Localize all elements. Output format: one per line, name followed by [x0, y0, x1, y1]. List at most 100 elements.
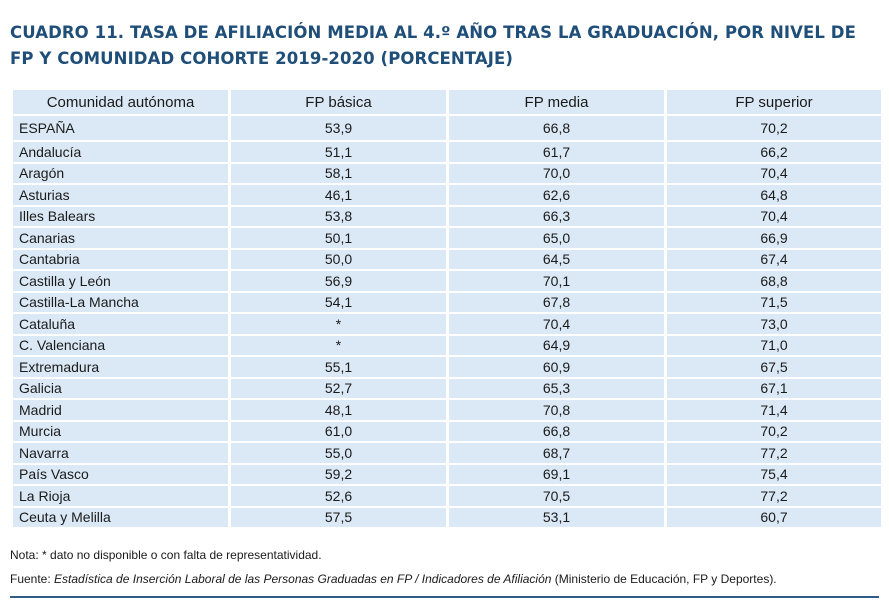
cell-value: 61,0	[231, 421, 446, 441]
cell-value: 60,7	[667, 507, 881, 527]
table-row: Cantabria 50,0 64,5 67,4	[13, 249, 881, 269]
source-title: Estadística de Inserción Laboral de las …	[54, 572, 552, 586]
cell-comunidad: Illes Balears	[13, 206, 228, 226]
table-row: Extremadura 55,1 60,9 67,5	[13, 357, 881, 377]
table-row: Ceuta y Melilla 57,5 53,1 60,7	[13, 507, 881, 527]
cell-comunidad: Asturias	[13, 185, 228, 205]
cell-value: 66,3	[449, 206, 664, 226]
cell-value: 50,1	[231, 228, 446, 248]
cell-value: 65,3	[449, 378, 664, 398]
cell-value: 57,5	[231, 507, 446, 527]
cell-value: 62,6	[449, 185, 664, 205]
cell-value: 66,2	[667, 142, 881, 162]
cell-value: 54,1	[231, 292, 446, 312]
cell-value: 70,8	[449, 400, 664, 420]
header-fp-superior: FP superior	[667, 90, 881, 114]
cell-value: 77,2	[667, 486, 881, 506]
cell-comunidad: Ceuta y Melilla	[13, 507, 228, 527]
cell-comunidad: Murcia	[13, 421, 228, 441]
cell-comunidad: Madrid	[13, 400, 228, 420]
cell-value: 52,6	[231, 486, 446, 506]
cell-comunidad: Andalucía	[13, 142, 228, 162]
cell-value: 52,7	[231, 378, 446, 398]
cell-value: 70,2	[667, 116, 881, 140]
cell-value: 64,5	[449, 249, 664, 269]
cell-value: 70,0	[449, 163, 664, 183]
cell-value: 70,5	[449, 486, 664, 506]
header-comunidad: Comunidad autónoma	[13, 90, 228, 114]
cell-value: 67,5	[667, 357, 881, 377]
cell-comunidad: La Rioja	[13, 486, 228, 506]
table-row: Andalucía 51,1 61,7 66,2	[13, 142, 881, 162]
cell-value: 56,9	[231, 271, 446, 291]
cell-value: 53,1	[449, 507, 664, 527]
cell-comunidad: Aragón	[13, 163, 228, 183]
cell-value: 60,9	[449, 357, 664, 377]
header-fp-basica: FP básica	[231, 90, 446, 114]
table-row: C. Valenciana * 64,9 71,0	[13, 335, 881, 355]
table-row: País Vasco 59,2 69,1 75,4	[13, 464, 881, 484]
header-fp-media: FP media	[449, 90, 664, 114]
cell-value: 67,4	[667, 249, 881, 269]
cell-value: 64,9	[449, 335, 664, 355]
table-row: Asturias 46,1 62,6 64,8	[13, 185, 881, 205]
source-text: Fuente: Estadística de Inserción Laboral…	[10, 572, 777, 586]
cell-comunidad: C. Valenciana	[13, 335, 228, 355]
table-row: Aragón 58,1 70,0 70,4	[13, 163, 881, 183]
cell-comunidad: Extremadura	[13, 357, 228, 377]
table-row: Madrid 48,1 70,8 71,4	[13, 400, 881, 420]
cell-value: 59,2	[231, 464, 446, 484]
table-row: Canarias 50,1 65,0 66,9	[13, 228, 881, 248]
cell-comunidad: País Vasco	[13, 464, 228, 484]
cell-value: *	[231, 335, 446, 355]
cell-value: 66,9	[667, 228, 881, 248]
cell-comunidad: Cantabria	[13, 249, 228, 269]
cell-value: 53,8	[231, 206, 446, 226]
cell-value: 53,9	[231, 116, 446, 140]
cell-value: 71,0	[667, 335, 881, 355]
cell-value: 66,8	[449, 116, 664, 140]
table-row: Cataluña * 70,4 73,0	[13, 314, 881, 334]
cell-value: 70,2	[667, 421, 881, 441]
table-row: Navarra 55,0 68,7 77,2	[13, 443, 881, 463]
cell-value: 66,8	[449, 421, 664, 441]
table-row: Castilla y León 56,9 70,1 68,8	[13, 271, 881, 291]
cell-value: 67,8	[449, 292, 664, 312]
cell-value: 50,0	[231, 249, 446, 269]
cell-value: 68,7	[449, 443, 664, 463]
cell-value: 58,1	[231, 163, 446, 183]
cell-value: 70,1	[449, 271, 664, 291]
table-row: Murcia 61,0 66,8 70,2	[13, 421, 881, 441]
cell-value: 70,4	[667, 206, 881, 226]
cell-value: 68,8	[667, 271, 881, 291]
cell-value: 77,2	[667, 443, 881, 463]
cell-comunidad: Galicia	[13, 378, 228, 398]
cell-comunidad: Navarra	[13, 443, 228, 463]
table-row: Galicia 52,7 65,3 67,1	[13, 378, 881, 398]
cell-value: 67,1	[667, 378, 881, 398]
table-row: Illes Balears 53,8 66,3 70,4	[13, 206, 881, 226]
cell-value: 55,1	[231, 357, 446, 377]
table-row: ESPAÑA 53,9 66,8 70,2	[13, 116, 881, 140]
table-row: Castilla-La Mancha 54,1 67,8 71,5	[13, 292, 881, 312]
cell-comunidad: Cataluña	[13, 314, 228, 334]
cell-comunidad: Castilla-La Mancha	[13, 292, 228, 312]
cell-value: 69,1	[449, 464, 664, 484]
table-row: La Rioja 52,6 70,5 77,2	[13, 486, 881, 506]
cell-value: 71,5	[667, 292, 881, 312]
table-body: ESPAÑA 53,9 66,8 70,2 Andalucía 51,1 61,7 66,2 A…	[13, 116, 881, 527]
cell-value: 46,1	[231, 185, 446, 205]
cell-value: 61,7	[449, 142, 664, 162]
cell-value: 75,4	[667, 464, 881, 484]
bottom-rule	[10, 596, 879, 598]
affiliation-table: Comunidad autónoma FP básica FP media FP…	[10, 88, 884, 529]
cell-value: 48,1	[231, 400, 446, 420]
cell-value: 64,8	[667, 185, 881, 205]
cell-value: 70,4	[667, 163, 881, 183]
cell-comunidad: Canarias	[13, 228, 228, 248]
source-suffix: (Ministerio de Educación, FP y Deportes)…	[551, 572, 777, 586]
cell-value: *	[231, 314, 446, 334]
cell-value: 65,0	[449, 228, 664, 248]
cell-value: 73,0	[667, 314, 881, 334]
